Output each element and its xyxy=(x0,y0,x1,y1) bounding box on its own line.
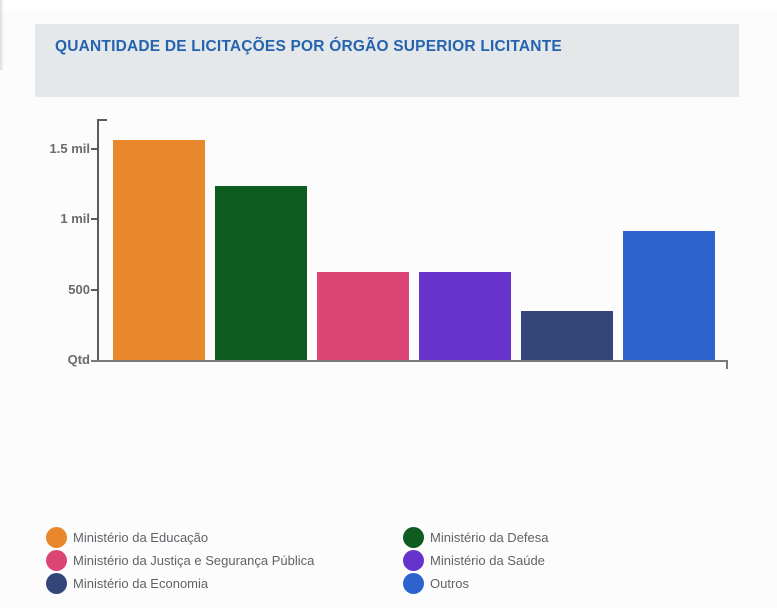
bar-minist-rio-da-sa-de[interactable] xyxy=(419,272,511,360)
legend-color-swatch xyxy=(403,573,424,594)
legend-color-swatch xyxy=(46,550,67,571)
y-tick-label: 1 mil xyxy=(60,211,90,226)
legend-item-minist-rio-da-defesa[interactable]: Ministério da Defesa xyxy=(403,526,549,549)
bar-minist-rio-da-justi-a-e-seguran-a-p-blica[interactable] xyxy=(317,272,409,360)
legend-color-swatch xyxy=(403,550,424,571)
top-strip xyxy=(0,0,777,10)
legend-item-outros[interactable]: Outros xyxy=(403,572,549,595)
chart-title: QUANTIDADE DE LICITAÇÕES POR ÓRGÃO SUPER… xyxy=(55,38,562,55)
legend-color-swatch xyxy=(46,527,67,548)
legend-label: Ministério da Saúde xyxy=(430,553,545,568)
y-tick-label: 500 xyxy=(68,281,90,297)
y-axis-line xyxy=(97,119,99,361)
bar-outros[interactable] xyxy=(623,231,715,360)
edge-shadow xyxy=(0,0,4,70)
y-tick-1.5-mil xyxy=(91,147,98,150)
legend-column-left: Ministério da Educação Ministério da Just… xyxy=(46,526,314,595)
x-axis-line xyxy=(91,360,728,362)
y-axis-unit-label: Qtd xyxy=(67,352,90,367)
legend-label: Ministério da Justiça e Segurança Públic… xyxy=(73,553,315,568)
bar-minist-rio-da-educa-o[interactable] xyxy=(113,140,205,360)
bar-minist-rio-da-defesa[interactable] xyxy=(215,186,307,360)
legend-label: Outros xyxy=(430,576,470,591)
bar-plot-area xyxy=(97,0,737,360)
legend-item-minist-rio-da-economia[interactable]: Ministério da Economia xyxy=(46,572,314,595)
legend-item-minist-rio-da-sa-de[interactable]: Ministério da Saúde xyxy=(403,549,549,572)
legend-item-minist-rio-da-justi-a-e-seguran-a-p-blica[interactable]: Ministério da Justiça e Segurança Públic… xyxy=(46,549,314,572)
y-tick-500 xyxy=(91,288,98,291)
legend-label: Ministério da Educação xyxy=(73,530,209,545)
y-tick-1-mil xyxy=(91,218,98,220)
bar-minist-rio-da-economia[interactable] xyxy=(521,311,613,360)
legend-column-right: Ministério da Defesa Ministério da Saúde O… xyxy=(403,526,549,595)
legend-label: Ministério da Economia xyxy=(73,576,209,591)
legend-label: Ministério da Defesa xyxy=(430,530,549,545)
legend-color-swatch xyxy=(403,527,424,548)
legend-color-swatch xyxy=(46,573,67,594)
legend-item-minist-rio-da-educa-o[interactable]: Ministério da Educação xyxy=(46,526,314,549)
x-axis-end-tick xyxy=(726,360,728,369)
chart-header-band: QUANTIDADE DE LICITAÇÕES POR ÓRGÃO SUPER… xyxy=(35,24,739,97)
y-tick-label: 1.5 mil xyxy=(49,140,90,156)
y-axis-cap xyxy=(97,119,107,121)
